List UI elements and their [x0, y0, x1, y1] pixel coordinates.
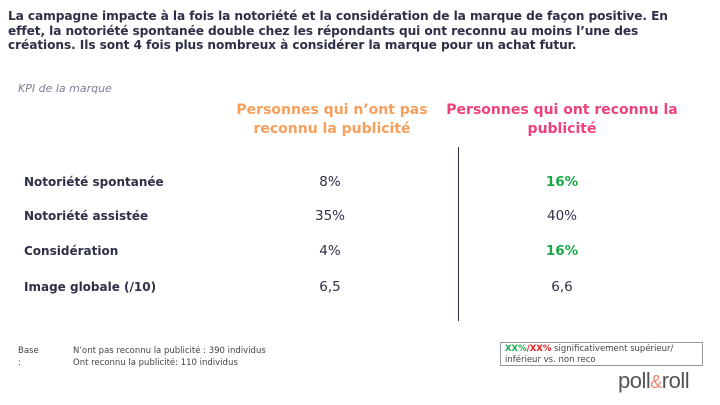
- section-label: KPI de la marque: [18, 82, 112, 95]
- value-recognized: 6,6: [551, 279, 573, 295]
- logo-part1: poll: [618, 368, 651, 393]
- significance-legend: XX%/XX% significativement supérieur/ inf…: [500, 342, 703, 366]
- value-not-recognized: 8%: [319, 174, 341, 190]
- row-label: Notoriété spontanée: [24, 175, 164, 189]
- legend-separator: /: [526, 344, 530, 354]
- value-not-recognized: 35%: [314, 208, 345, 224]
- value-recognized: 16%: [545, 243, 579, 259]
- value-recognized: 16%: [545, 174, 579, 190]
- legend-lower-sample: XX%: [529, 344, 552, 354]
- column-divider: [458, 147, 459, 321]
- base-line-1: N’ont pas reconnu la publicité : 390 ind…: [73, 346, 266, 356]
- value-not-recognized: 4%: [319, 243, 341, 259]
- column-header-not-recognized: Personnes qui n’ont pas reconnu la publi…: [236, 102, 428, 137]
- value-not-recognized: 6,5: [319, 279, 341, 295]
- logo-part2: roll: [661, 368, 690, 393]
- slide-title: La campagne impacte à la fois la notorié…: [8, 9, 668, 52]
- base-label: Base :: [18, 346, 39, 368]
- table-row: Considération 4% 16%: [0, 243, 720, 264]
- row-label: Considération: [24, 244, 119, 258]
- legend-higher-sample: XX%: [505, 344, 527, 354]
- row-label: Notoriété assistée: [24, 209, 149, 223]
- table-row: Image globale (/10) 6,5 6,6: [0, 279, 720, 300]
- legend-text: significativement supérieur/ inférieur v…: [505, 344, 674, 365]
- column-header-recognized: Personnes qui ont reconnu la publicité: [446, 102, 678, 137]
- poll-and-roll-logo: poll&roll: [618, 368, 690, 394]
- table-row: Notoriété assistée 35% 40%: [0, 208, 720, 229]
- base-line-2: Ont reconnu la publicité: 110 individus: [73, 357, 238, 368]
- logo-ampersand: &: [650, 372, 662, 392]
- value-recognized: 40%: [546, 208, 577, 224]
- row-label: Image globale (/10): [24, 280, 157, 294]
- table-row: Notoriété spontanée 8% 16%: [0, 174, 720, 195]
